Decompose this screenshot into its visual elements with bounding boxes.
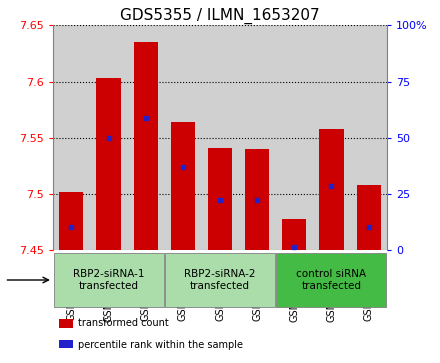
Bar	[319, 129, 344, 250]
Bar	[282, 219, 306, 250]
Bar	[127, 25, 164, 250]
Text: transformed count: transformed count	[78, 318, 169, 329]
Bar	[350, 25, 387, 250]
Bar	[245, 149, 269, 250]
Text: RBP2-siRNA-2
transfected: RBP2-siRNA-2 transfected	[184, 269, 256, 291]
Bar	[356, 185, 381, 250]
Bar	[90, 25, 127, 250]
Bar	[313, 25, 350, 250]
FancyBboxPatch shape	[54, 253, 164, 307]
Text: RBP2-siRNA-1
transfected: RBP2-siRNA-1 transfected	[73, 269, 144, 291]
Bar	[202, 25, 238, 250]
Bar	[208, 148, 232, 250]
Bar	[276, 25, 313, 250]
Bar	[164, 25, 202, 250]
Title: GDS5355 / ILMN_1653207: GDS5355 / ILMN_1653207	[120, 8, 320, 24]
Bar	[53, 25, 90, 250]
FancyBboxPatch shape	[165, 253, 275, 307]
Text: percentile rank within the sample: percentile rank within the sample	[78, 340, 243, 350]
Bar	[59, 192, 84, 250]
Bar	[171, 122, 195, 250]
Bar	[96, 78, 121, 250]
FancyBboxPatch shape	[276, 253, 386, 307]
Bar	[134, 42, 158, 250]
Text: control siRNA
transfected: control siRNA transfected	[297, 269, 367, 291]
Bar	[238, 25, 276, 250]
Bar	[59, 319, 73, 328]
Bar	[59, 340, 73, 349]
